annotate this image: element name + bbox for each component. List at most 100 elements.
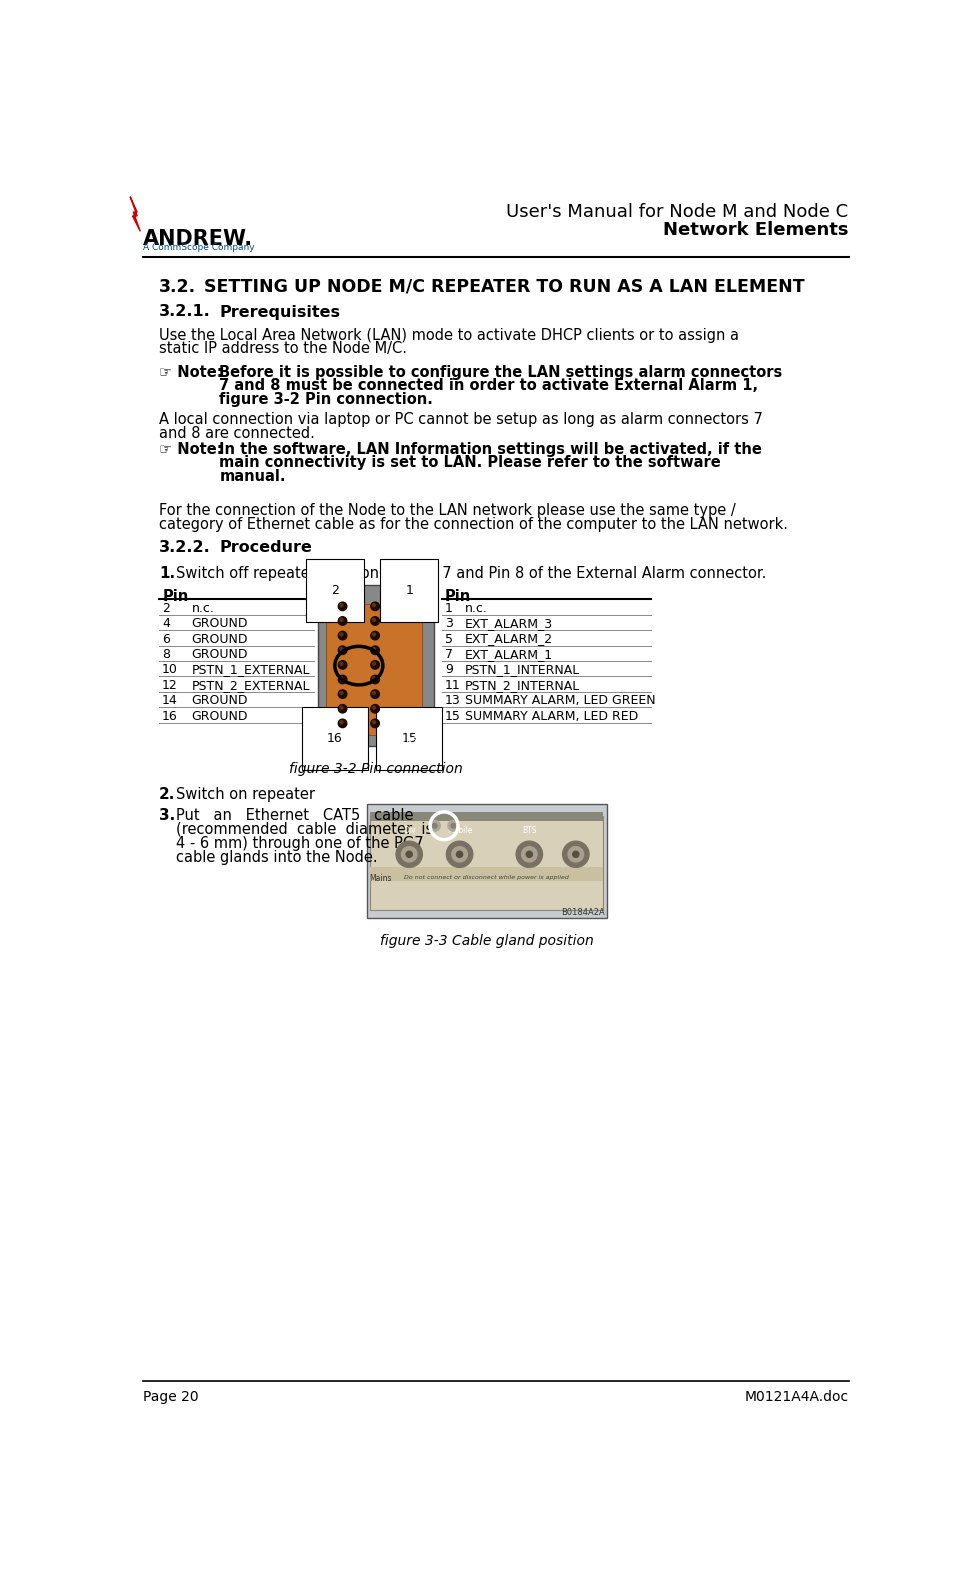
Circle shape (338, 690, 347, 698)
Circle shape (373, 721, 376, 724)
Circle shape (371, 646, 380, 655)
Text: Pin: Pin (162, 589, 189, 605)
Circle shape (338, 617, 347, 625)
Text: GROUND: GROUND (191, 617, 248, 630)
Circle shape (371, 690, 380, 698)
Circle shape (573, 850, 579, 857)
Circle shape (371, 720, 380, 728)
Text: 10: 10 (162, 663, 178, 676)
Text: 1: 1 (406, 584, 413, 597)
Text: cable glands into the Node.: cable glands into the Node. (176, 849, 378, 865)
Circle shape (371, 602, 380, 611)
Text: Use the Local Area Network (LAN) mode to activate DHCP clients or to assign a: Use the Local Area Network (LAN) mode to… (159, 328, 739, 343)
Circle shape (451, 824, 456, 828)
Text: 2: 2 (162, 602, 170, 614)
Circle shape (568, 847, 583, 862)
Text: SUMMARY ALARM, LED GREEN: SUMMARY ALARM, LED GREEN (465, 695, 655, 707)
Text: 6: 6 (162, 633, 170, 646)
Text: In the software, LAN Information settings will be activated, if the: In the software, LAN Information setting… (219, 441, 762, 457)
Text: 16: 16 (162, 709, 178, 723)
Text: 9: 9 (445, 663, 453, 676)
Text: 3: 3 (445, 617, 453, 630)
Circle shape (340, 706, 343, 709)
Circle shape (432, 824, 437, 828)
Text: Prerequisites: Prerequisites (219, 304, 340, 320)
Text: Page 20: Page 20 (143, 1391, 199, 1405)
Circle shape (340, 721, 343, 724)
FancyBboxPatch shape (318, 584, 434, 747)
Text: 3.2.: 3.2. (159, 277, 196, 296)
Text: 13: 13 (445, 695, 460, 707)
Text: manual.: manual. (219, 469, 285, 484)
Text: 8: 8 (162, 647, 170, 662)
Circle shape (373, 603, 376, 606)
Text: GROUND: GROUND (191, 633, 248, 646)
Circle shape (371, 676, 380, 684)
Circle shape (340, 633, 343, 636)
Text: SUMMARY ALARM, LED RED: SUMMARY ALARM, LED RED (465, 709, 638, 723)
Circle shape (448, 821, 458, 832)
Circle shape (396, 841, 423, 868)
Text: ANDREW.: ANDREW. (143, 228, 254, 249)
Text: GROUND: GROUND (191, 695, 248, 707)
Text: Network Elements: Network Elements (663, 222, 849, 239)
Circle shape (340, 647, 343, 650)
Text: A CommScope Company: A CommScope Company (143, 243, 255, 252)
Text: Procedure: Procedure (219, 540, 312, 554)
Circle shape (340, 691, 343, 695)
Text: ☞ Note:: ☞ Note: (159, 364, 223, 380)
FancyBboxPatch shape (370, 816, 603, 910)
Text: 2: 2 (331, 584, 338, 597)
Text: 4: 4 (162, 617, 170, 630)
Circle shape (340, 677, 343, 680)
Text: 3.: 3. (159, 808, 175, 824)
Text: 15: 15 (445, 709, 460, 723)
Text: Before it is possible to configure the LAN settings alarm connectors: Before it is possible to configure the L… (219, 364, 782, 380)
Circle shape (516, 841, 543, 868)
Text: Put   an   Ethernet   CAT5   cable: Put an Ethernet CAT5 cable (176, 808, 413, 824)
Circle shape (338, 720, 347, 728)
Circle shape (447, 841, 473, 868)
Circle shape (373, 633, 376, 636)
Text: n.c.: n.c. (465, 602, 488, 614)
Circle shape (373, 677, 376, 680)
Text: Mains: Mains (369, 874, 392, 882)
Circle shape (407, 850, 412, 857)
Text: Pin: Pin (445, 589, 471, 605)
Text: A local connection via laptop or PC cannot be setup as long as alarm connectors : A local connection via laptop or PC cann… (159, 413, 763, 427)
Text: 2.: 2. (159, 786, 175, 802)
Text: Switch off repeater and connect Pin 7 and Pin 8 of the External Alarm connector.: Switch off repeater and connect Pin 7 an… (176, 567, 766, 581)
Circle shape (522, 847, 537, 862)
Text: 14: 14 (162, 695, 178, 707)
Text: EXT_ALARM_1: EXT_ALARM_1 (465, 647, 554, 662)
Text: ☞ Note:: ☞ Note: (159, 441, 223, 457)
Circle shape (373, 706, 376, 709)
Polygon shape (130, 197, 140, 232)
Circle shape (371, 660, 380, 669)
Text: 4 - 6 mm) through one of the PG7: 4 - 6 mm) through one of the PG7 (176, 836, 424, 851)
FancyBboxPatch shape (366, 805, 606, 918)
Circle shape (340, 619, 343, 622)
Text: PSTN_2_EXTERNAL: PSTN_2_EXTERNAL (191, 679, 310, 691)
Text: EXT_ALARM_3: EXT_ALARM_3 (465, 617, 554, 630)
Text: 12: 12 (162, 679, 178, 691)
Circle shape (373, 619, 376, 622)
Text: 11: 11 (445, 679, 460, 691)
Circle shape (340, 603, 343, 606)
Text: 16: 16 (327, 732, 343, 745)
Circle shape (373, 647, 376, 650)
Text: B0184A2A: B0184A2A (561, 909, 605, 917)
Circle shape (430, 821, 440, 832)
Text: BTS: BTS (522, 825, 536, 835)
Text: 1: 1 (445, 602, 453, 614)
Text: static IP address to the Node M/C.: static IP address to the Node M/C. (159, 342, 407, 356)
Text: SETTING UP NODE M/C REPEATER TO RUN AS A LAN ELEMENT: SETTING UP NODE M/C REPEATER TO RUN AS A… (204, 277, 804, 296)
Text: and 8 are connected.: and 8 are connected. (159, 427, 315, 441)
Circle shape (338, 676, 347, 684)
Text: Div: Div (403, 825, 415, 835)
Circle shape (340, 662, 343, 665)
Text: 15: 15 (402, 732, 417, 745)
Circle shape (338, 704, 347, 713)
Text: For the connection of the Node to the LAN network please use the same type /: For the connection of the Node to the LA… (159, 502, 735, 518)
Circle shape (338, 602, 347, 611)
